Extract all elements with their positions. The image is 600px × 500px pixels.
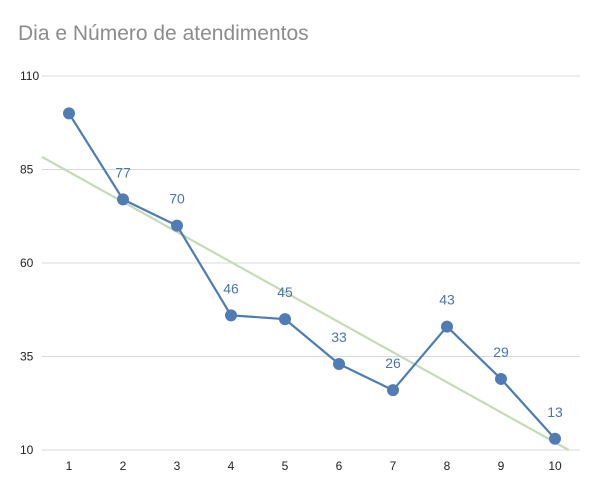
x-tick-label: 7: [390, 459, 397, 473]
x-tick-label: 3: [174, 459, 181, 473]
data-point: [225, 309, 237, 322]
gridlines: [42, 75, 580, 451]
data-point: [171, 219, 183, 232]
y-axis-ticks: 10 35 60 85 110: [20, 69, 39, 457]
data-point: [495, 372, 507, 385]
data-point: [441, 320, 453, 333]
data-point: [387, 384, 399, 397]
data-point: [117, 193, 129, 206]
data-point: [63, 107, 75, 120]
y-tick-label: 110: [20, 69, 39, 83]
data-label: 29: [493, 344, 509, 360]
x-tick-label: 8: [444, 459, 451, 473]
data-label: 77: [115, 164, 131, 180]
data-point: [279, 313, 291, 326]
data-label: 26: [385, 355, 401, 371]
trendline: [41, 155, 570, 451]
y-tick-label: 85: [20, 163, 34, 177]
data-label: 43: [439, 292, 455, 308]
trendline-layer: [41, 155, 570, 451]
x-tick-label: 1: [66, 459, 73, 473]
chart-title: Dia e Número de atendimentos: [18, 22, 309, 45]
y-tick-label: 10: [20, 443, 34, 457]
data-label: 45: [277, 284, 293, 300]
data-label: 33: [331, 329, 347, 345]
x-tick-label: 10: [548, 459, 562, 473]
y-tick-label: 35: [20, 350, 34, 364]
data-point: [549, 432, 561, 445]
x-tick-label: 4: [228, 459, 235, 473]
series-layer: [63, 107, 561, 445]
x-tick-label: 5: [282, 459, 289, 473]
series-line: [68, 112, 556, 440]
x-tick-label: 9: [498, 459, 505, 473]
data-label: 70: [169, 191, 185, 207]
data-label: 13: [547, 404, 563, 420]
data-labels-layer: 77 70 46 45 33 26 43 29 13: [115, 164, 563, 419]
data-point: [333, 357, 345, 370]
data-label: 46: [223, 280, 239, 296]
x-axis-ticks: 1 2 3 4 5 6 7 8 9 10: [66, 459, 562, 473]
y-tick-label: 60: [20, 256, 34, 270]
x-tick-label: 2: [120, 459, 127, 473]
x-tick-label: 6: [336, 459, 343, 473]
